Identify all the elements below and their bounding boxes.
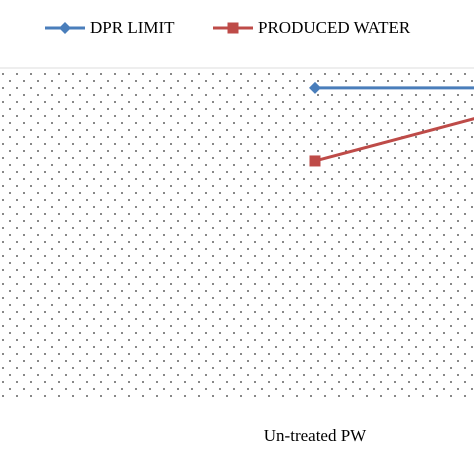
plot-area [0,68,474,400]
series-line [314,117,474,163]
legend-label: DPR LIMIT [90,18,175,37]
legend-label: PRODUCED WATER [258,18,411,37]
plot-layer: Un-treated PWTF [59,22,474,445]
data-point [309,81,321,94]
data-point [309,155,321,167]
x-tick-label: Un-treated PW [264,426,367,445]
